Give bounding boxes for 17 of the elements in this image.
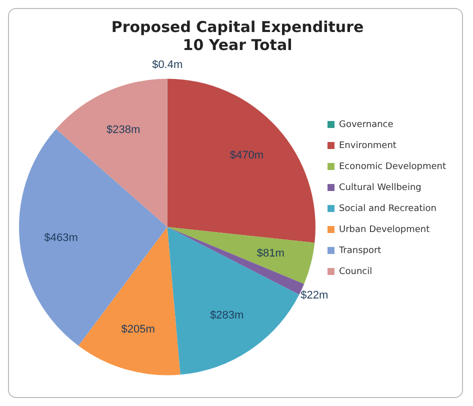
data-label: $205m (121, 324, 155, 336)
legend-label: Council (338, 266, 372, 277)
legend-label: Economic Development (338, 162, 446, 172)
data-label: $22m (300, 289, 328, 302)
legend-label: Transport (338, 246, 382, 256)
data-label: $0.4m (152, 58, 183, 71)
chart-title: Proposed Capital Expenditure 10 Year Total (111, 18, 364, 54)
data-label: $81m (256, 248, 284, 260)
data-label: $463m (44, 232, 78, 244)
legend-label: Social and Recreation (338, 204, 436, 214)
legend-label: Cultural Wellbeing (338, 182, 422, 193)
legend-label: Governance (338, 120, 394, 130)
data-label: $283m (210, 310, 244, 322)
legend-label: Urban Development (338, 224, 430, 235)
data-label: $470m (230, 150, 264, 162)
legend-label: Environment (338, 140, 397, 151)
data-label: $238m (106, 124, 140, 136)
